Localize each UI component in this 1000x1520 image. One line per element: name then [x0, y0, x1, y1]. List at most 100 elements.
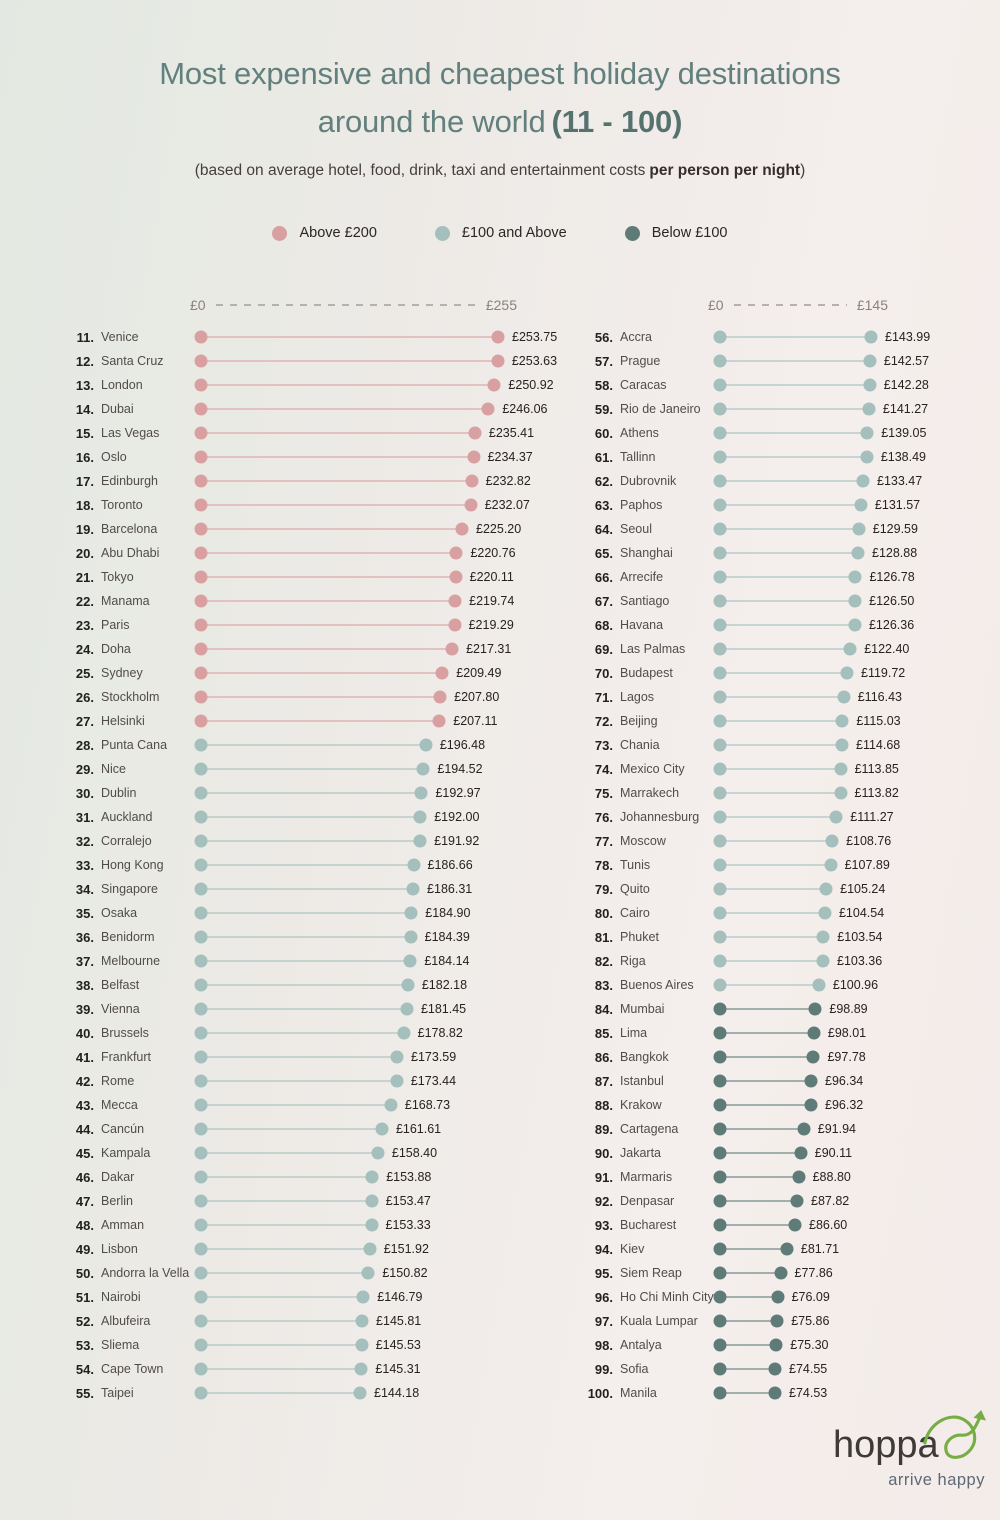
value-track: £115.03 [713, 709, 999, 733]
rank-label: 24. [75, 641, 94, 657]
city-label: Chania [620, 738, 660, 752]
start-dot [713, 1146, 727, 1160]
destination-row: 75. Marrakech £113.82 [575, 781, 999, 805]
start-dot [194, 402, 208, 416]
end-dot [856, 474, 870, 488]
connector-line [201, 840, 421, 842]
connector-line [201, 936, 411, 938]
connector-line [201, 624, 455, 626]
destination-row: 69. Las Palmas £122.40 [575, 637, 999, 661]
city-label: Seoul [620, 522, 652, 536]
start-dot [713, 1098, 727, 1112]
title-line-2: around the world (11 - 100) [0, 98, 1000, 146]
start-dot [194, 762, 208, 776]
value-label: £86.60 [809, 1218, 848, 1232]
rank-label: 34. [75, 881, 94, 897]
end-dot [407, 858, 420, 872]
rank-label: 85. [594, 1025, 613, 1041]
title-range: (11 - 100) [551, 104, 683, 139]
rank-label: 11. [76, 329, 94, 345]
rank-label: 69. [594, 641, 613, 657]
city-label: Ho Chi Minh City [620, 1290, 714, 1304]
city-label: Cartagena [620, 1122, 679, 1136]
value-track: £207.11 [194, 709, 526, 733]
end-dot [863, 354, 877, 368]
city-label: Istanbul [620, 1074, 664, 1088]
destination-row: 60. Athens £139.05 [575, 421, 999, 445]
value-track: £153.33 [194, 1213, 526, 1237]
connector-line [720, 1320, 778, 1322]
destination-row: 52. Albufeira £145.81 [56, 1309, 526, 1333]
connector-line [720, 1032, 814, 1034]
value-label: £96.34 [825, 1074, 864, 1088]
connector-line [720, 1128, 804, 1130]
destination-row: 45. Kampala £158.40 [56, 1141, 526, 1165]
start-dot [194, 474, 208, 488]
rank-label: 52. [75, 1313, 94, 1329]
start-dot [713, 882, 727, 896]
value-label: £153.88 [386, 1170, 432, 1184]
destination-row: 78. Tunis £107.89 [575, 853, 999, 877]
rank-label: 94. [594, 1241, 613, 1257]
start-dot [713, 450, 727, 464]
connector-line [201, 552, 457, 554]
city-label: Santa Cruz [101, 354, 164, 368]
value-track: £220.76 [194, 541, 526, 565]
value-track: £138.49 [713, 445, 999, 469]
connector-line [720, 336, 871, 338]
city-label: Tunis [620, 858, 651, 872]
destination-row: 29. Nice £194.52 [56, 757, 526, 781]
city-label: Melbourne [101, 954, 161, 968]
rank-label: 63. [594, 497, 613, 513]
destination-row: 36. Benidorm £184.39 [56, 925, 526, 949]
value-label: £145.53 [375, 1338, 421, 1352]
connector-line [201, 744, 426, 746]
end-dot [354, 1362, 368, 1376]
city-label: Manila [620, 1386, 657, 1400]
value-track: £192.97 [194, 781, 526, 805]
rank-label: 27. [75, 713, 94, 729]
value-label: £107.89 [844, 858, 890, 872]
connector-line [201, 1368, 362, 1370]
destination-row: 59. Rio de Janeiro £141.27 [575, 397, 999, 421]
destination-row: 13. London £250.92 [56, 373, 554, 397]
city-label: Rome [101, 1074, 135, 1088]
destination-row: 58. Caracas £142.28 [575, 373, 999, 397]
start-dot [713, 474, 727, 488]
start-dot [713, 786, 727, 800]
value-track: £119.72 [713, 661, 999, 685]
rank-label: 99. [594, 1361, 613, 1377]
connector-line [201, 480, 472, 482]
value-track: £209.49 [194, 661, 526, 685]
value-label: £145.81 [376, 1314, 422, 1328]
destination-row: 51. Nairobi £146.79 [56, 1285, 526, 1309]
rank-label: 45. [75, 1145, 94, 1161]
value-label: £220.11 [469, 570, 514, 584]
value-label: £113.82 [854, 786, 899, 800]
rank-label: 37. [75, 953, 94, 969]
value-label: £75.86 [791, 1314, 830, 1328]
destination-row: 80. Cairo £104.54 [575, 901, 999, 925]
value-label: £114.68 [856, 738, 901, 752]
destination-row: 28. Punta Cana £196.48 [56, 733, 526, 757]
end-dot [807, 1026, 821, 1040]
end-dot [363, 1242, 377, 1256]
rank-label: 40. [75, 1025, 94, 1041]
legend-item-above-200: Above £200 [272, 225, 377, 241]
end-dot [860, 426, 874, 440]
end-dot [433, 690, 447, 704]
destination-row: 54. Cape Town £145.31 [56, 1357, 526, 1381]
end-dot [468, 426, 482, 440]
end-dot [481, 402, 495, 416]
value-track: £98.89 [713, 997, 999, 1021]
value-label: £219.74 [469, 594, 515, 608]
start-dot [713, 1314, 727, 1328]
city-label: Antalya [620, 1338, 662, 1352]
value-track: £141.27 [713, 397, 999, 421]
rank-label: 84. [594, 1001, 613, 1017]
rank-label: 29. [75, 761, 94, 777]
start-dot [194, 354, 208, 368]
value-label: £150.82 [382, 1266, 428, 1280]
start-dot [713, 1386, 727, 1400]
brand-text: hoppa [833, 1424, 939, 1466]
